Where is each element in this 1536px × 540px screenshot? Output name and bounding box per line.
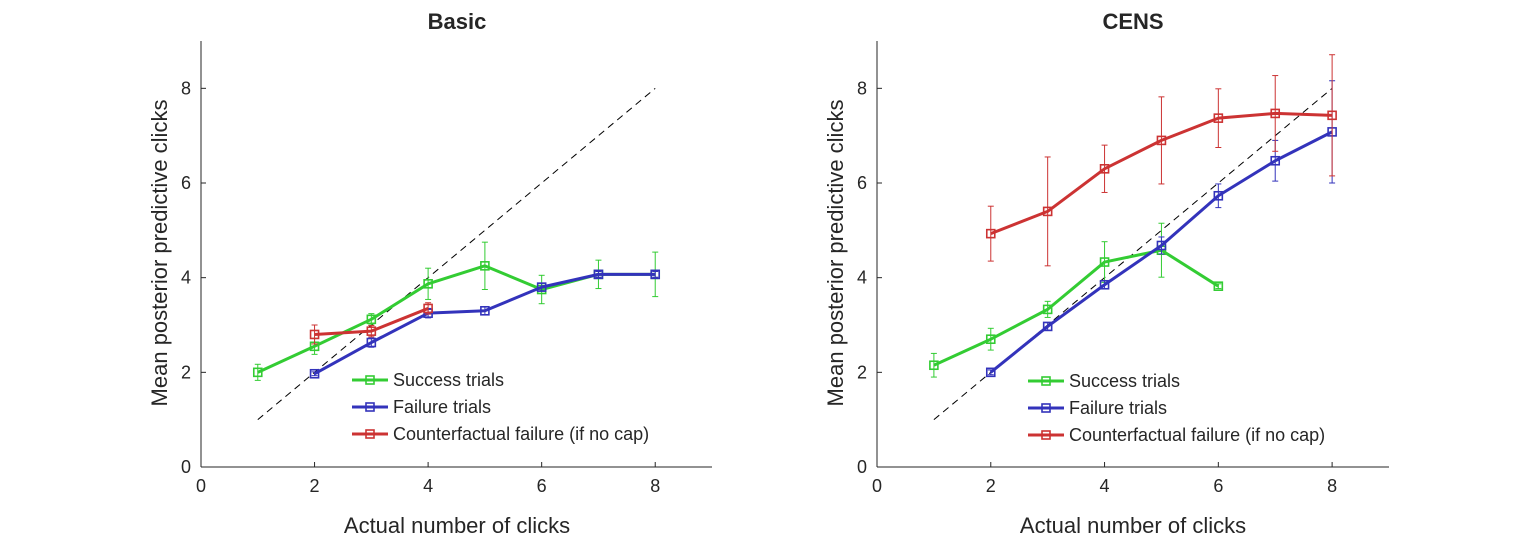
y-axis-label: Mean posterior predictive clicks <box>147 100 172 407</box>
legend-label: Failure trials <box>1069 398 1167 418</box>
data-point <box>480 261 490 271</box>
data-point <box>1213 113 1224 123</box>
y-tick-label: 0 <box>181 457 191 477</box>
data-point <box>366 337 377 348</box>
legend-marker <box>1041 403 1051 413</box>
data-point <box>1327 110 1337 121</box>
x-tick-label: 8 <box>650 476 660 496</box>
data-point <box>1156 135 1167 146</box>
axes: 0 2 4 6 8 0 2 4 6 8 <box>857 41 1389 496</box>
series-line <box>989 130 1333 374</box>
data-point <box>985 367 996 378</box>
y-tick-label: 8 <box>857 78 867 98</box>
data-point <box>985 334 996 345</box>
series <box>309 302 433 345</box>
x-tick-label: 2 <box>986 476 996 496</box>
reference-line <box>257 87 656 421</box>
y-tick-label: 6 <box>857 173 867 193</box>
y-tick-label: 2 <box>857 362 867 382</box>
data-point <box>309 368 320 379</box>
data-point <box>252 367 263 378</box>
panel-cens: CENS Actual number of clicks Mean poster… <box>823 9 1389 538</box>
data-point <box>650 269 661 280</box>
data-point <box>480 305 490 316</box>
x-tick-label: 6 <box>1213 476 1223 496</box>
legend-marker <box>365 429 375 439</box>
data-point <box>1156 240 1167 251</box>
series-layer <box>929 54 1337 378</box>
data-point <box>423 279 433 289</box>
series-layer <box>252 241 661 381</box>
x-tick-label: 4 <box>423 476 433 496</box>
y-tick-label: 0 <box>857 457 867 477</box>
x-tick-label: 0 <box>196 476 206 496</box>
data-point <box>1213 190 1224 201</box>
data-point <box>1042 206 1053 217</box>
series <box>929 222 1224 378</box>
series-line <box>314 307 429 336</box>
data-point <box>985 228 996 239</box>
data-point <box>1042 321 1053 332</box>
x-tick-label: 0 <box>872 476 882 496</box>
x-tick-label: 4 <box>1100 476 1110 496</box>
legend-marker <box>1041 430 1051 440</box>
legend-marker <box>1041 376 1051 386</box>
data-point <box>309 329 320 340</box>
legend-marker <box>365 402 375 412</box>
data-point <box>423 303 433 314</box>
y-axis-label: Mean posterior predictive clicks <box>823 100 848 407</box>
x-axis-label: Actual number of clicks <box>1020 513 1246 538</box>
data-point <box>1270 155 1281 166</box>
legend-label: Success trials <box>1069 371 1180 391</box>
series-line <box>933 248 1220 367</box>
legend: Success trials Failure trials Counterfactu… <box>1028 371 1325 445</box>
axes: 0 2 4 6 8 0 2 4 6 8 <box>181 41 712 496</box>
data-point <box>593 269 604 280</box>
chart-title: CENS <box>1102 9 1163 34</box>
data-point <box>1099 279 1110 290</box>
identity-line <box>257 87 656 421</box>
data-point <box>929 360 939 371</box>
legend-label: Counterfactual failure (if no cap) <box>393 424 649 444</box>
data-point <box>1042 304 1053 315</box>
legend-label: Failure trials <box>393 397 491 417</box>
series-line <box>990 111 1333 236</box>
x-tick-label: 2 <box>310 476 320 496</box>
data-point <box>1099 257 1110 267</box>
chart-title: Basic <box>428 9 487 34</box>
legend-label: Success trials <box>393 370 504 390</box>
series-line <box>313 272 656 376</box>
legend-label: Counterfactual failure (if no cap) <box>1069 425 1325 445</box>
data-point <box>536 282 547 292</box>
legend-marker <box>365 375 375 385</box>
y-tick-label: 6 <box>181 173 191 193</box>
data-point <box>366 326 377 336</box>
x-axis-label: Actual number of clicks <box>344 513 570 538</box>
series-line <box>257 264 656 374</box>
series <box>985 54 1337 267</box>
data-point <box>1099 164 1110 174</box>
panel-basic: Basic Actual number of clicks Mean poste… <box>147 9 712 538</box>
data-point <box>1270 108 1281 119</box>
y-tick-label: 8 <box>181 78 191 98</box>
x-tick-label: 8 <box>1327 476 1337 496</box>
x-tick-label: 6 <box>537 476 547 496</box>
data-point <box>1213 281 1224 291</box>
y-tick-label: 4 <box>857 268 867 288</box>
legend: Success trials Failure trials Counterfactu… <box>352 370 649 444</box>
y-tick-label: 2 <box>181 362 191 382</box>
y-tick-label: 4 <box>181 268 191 288</box>
data-point <box>366 314 377 325</box>
